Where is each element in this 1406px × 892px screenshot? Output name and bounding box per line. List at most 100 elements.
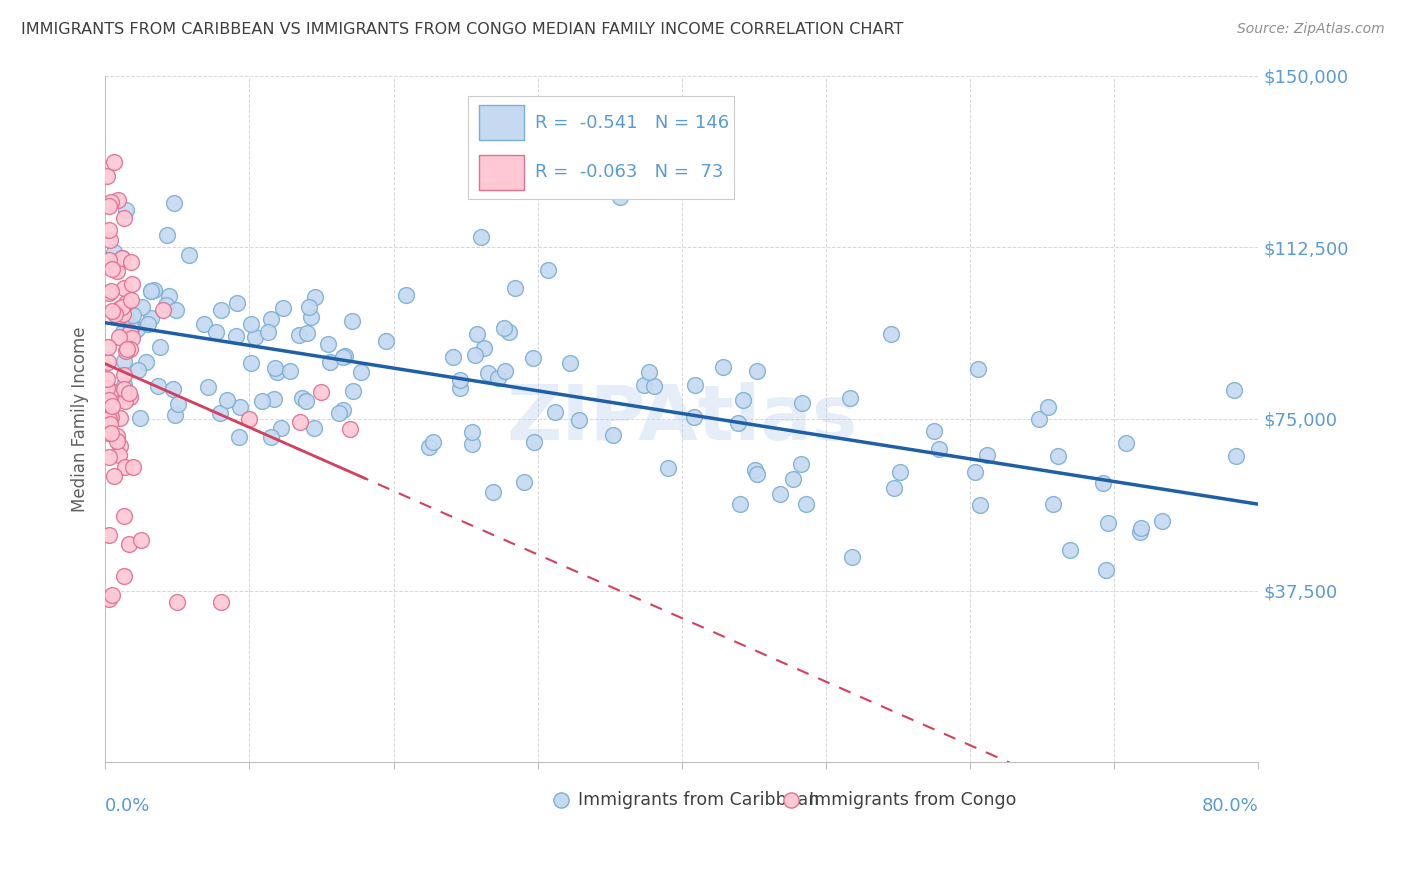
Point: [97, 426, 120, 441]
Point: [120, 255, 142, 269]
Point: [963, 465, 986, 479]
Point: [98, 412, 121, 426]
Point: [162, 382, 184, 396]
Point: [97, 591, 120, 606]
Point: [342, 314, 364, 328]
Point: [108, 411, 131, 425]
Point: [111, 307, 134, 321]
Point: [1115, 435, 1137, 450]
Point: [558, 356, 581, 370]
Point: [100, 399, 122, 413]
Point: [839, 391, 862, 405]
Point: [422, 435, 444, 450]
Point: [97, 253, 120, 268]
Point: [482, 484, 505, 499]
Point: [544, 405, 567, 419]
Point: [304, 421, 326, 435]
Point: [1028, 412, 1050, 426]
Point: [110, 300, 132, 314]
Point: [115, 203, 138, 218]
Point: [100, 285, 122, 299]
Point: [149, 340, 172, 354]
Point: [97, 392, 120, 407]
Point: [271, 301, 294, 316]
Point: [1225, 450, 1247, 464]
Point: [418, 440, 440, 454]
Point: [745, 364, 768, 378]
Point: [97, 422, 120, 436]
Point: [112, 354, 135, 368]
Point: [266, 365, 288, 379]
Point: [108, 439, 131, 453]
Point: [105, 429, 128, 443]
Point: [328, 406, 350, 420]
Point: [295, 326, 318, 340]
Point: [609, 190, 631, 204]
Point: [260, 312, 283, 326]
Point: [1129, 524, 1152, 539]
Point: [512, 475, 534, 490]
Point: [683, 410, 706, 425]
Point: [333, 349, 356, 363]
Text: Immigrants from Congo: Immigrants from Congo: [808, 791, 1017, 809]
Point: [96, 381, 118, 395]
Point: [374, 334, 396, 348]
Point: [112, 377, 135, 392]
Point: [633, 377, 655, 392]
Point: [166, 595, 188, 609]
Point: [711, 360, 734, 375]
Point: [103, 244, 125, 259]
Point: [98, 286, 121, 301]
Point: [229, 400, 252, 414]
Point: [733, 393, 755, 408]
Point: [165, 409, 187, 423]
Point: [209, 595, 232, 609]
Point: [155, 298, 177, 312]
Point: [157, 289, 180, 303]
Point: [969, 498, 991, 512]
Point: [474, 341, 496, 355]
Point: [638, 365, 661, 379]
Point: [299, 310, 322, 324]
Point: [889, 465, 911, 479]
Point: [120, 391, 142, 405]
Point: [131, 300, 153, 314]
Point: [1042, 497, 1064, 511]
Point: [101, 304, 124, 318]
Text: ZIPAtlas: ZIPAtlas: [506, 382, 858, 456]
Point: [288, 415, 311, 429]
Point: [441, 350, 464, 364]
Text: IMMIGRANTS FROM CARIBBEAN VS IMMIGRANTS FROM CONGO MEDIAN FAMILY INCOME CORRELAT: IMMIGRANTS FROM CARIBBEAN VS IMMIGRANTS …: [21, 22, 904, 37]
Point: [263, 392, 285, 407]
Point: [100, 384, 122, 398]
Point: [163, 195, 186, 210]
Point: [568, 413, 591, 427]
Point: [342, 384, 364, 398]
Point: [177, 248, 200, 262]
Point: [112, 211, 135, 225]
Point: [100, 426, 122, 441]
Point: [139, 285, 162, 299]
Point: [494, 321, 516, 335]
Point: [523, 435, 546, 450]
Point: [96, 169, 118, 184]
Point: [883, 482, 905, 496]
Point: [118, 537, 141, 551]
Point: [98, 450, 121, 465]
Point: [97, 223, 120, 237]
Point: [643, 379, 665, 393]
Point: [104, 307, 127, 321]
Point: [486, 371, 509, 385]
Point: [228, 430, 250, 444]
Point: [118, 385, 141, 400]
Point: [537, 263, 560, 277]
Point: [108, 301, 131, 315]
Point: [311, 385, 333, 400]
Point: [1059, 542, 1081, 557]
Point: [239, 318, 262, 332]
Point: [728, 497, 751, 511]
Point: [880, 327, 903, 342]
Point: [1222, 383, 1244, 397]
Point: [339, 422, 361, 436]
Point: [112, 569, 135, 583]
